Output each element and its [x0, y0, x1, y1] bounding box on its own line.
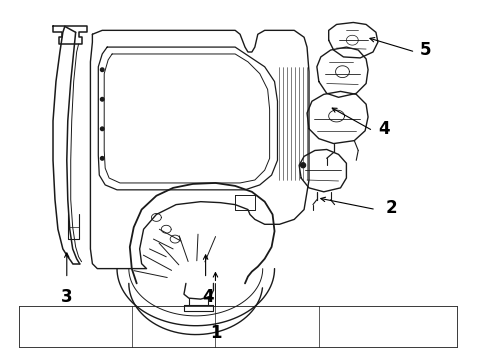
Text: 4: 4	[378, 120, 390, 138]
Circle shape	[301, 163, 306, 168]
Text: 1: 1	[210, 324, 221, 342]
Circle shape	[100, 127, 104, 131]
Text: 3: 3	[61, 288, 73, 306]
Text: 4: 4	[202, 288, 214, 306]
Circle shape	[100, 68, 104, 72]
Circle shape	[100, 98, 104, 101]
Text: 2: 2	[386, 199, 397, 217]
Circle shape	[100, 157, 104, 160]
Text: 5: 5	[419, 41, 431, 59]
